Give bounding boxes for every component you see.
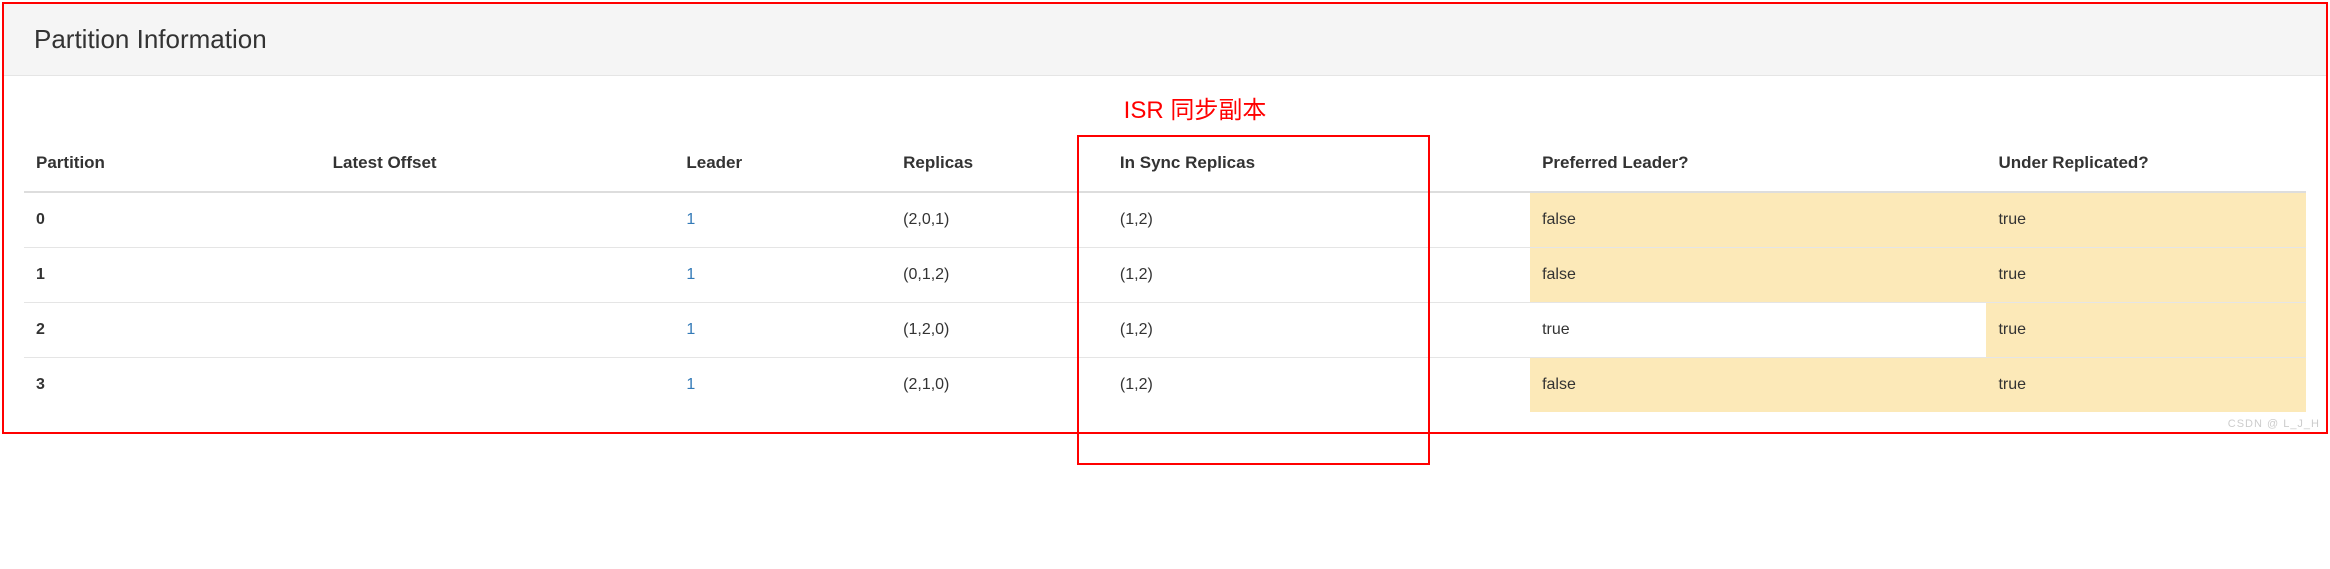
leader-link[interactable]: 1 — [686, 321, 695, 338]
cell-under-replicated: true — [1986, 358, 2306, 413]
cell-partition: 1 — [24, 248, 321, 303]
cell-isr: (1,2) — [1108, 358, 1530, 413]
cell-isr: (1,2) — [1108, 192, 1530, 248]
table-row: 0 1 (2,0,1)(1,2)falsetrue — [24, 192, 2306, 248]
col-header-preferred[interactable]: Preferred Leader? — [1530, 135, 1986, 192]
table-wrapper: Partition Latest Offset Leader Replicas … — [4, 135, 2326, 412]
cell-leader: 1 — [674, 358, 891, 413]
cell-partition: 3 — [24, 358, 321, 413]
cell-under-replicated: true — [1986, 303, 2306, 358]
cell-latest-offset — [321, 192, 675, 248]
cell-preferred-leader: false — [1530, 358, 1986, 413]
outer-red-border: Partition Information ISR 同步副本 Partition… — [2, 2, 2328, 434]
table-row: 1 1 (0,1,2)(1,2)falsetrue — [24, 248, 2306, 303]
col-header-replicas[interactable]: Replicas — [891, 135, 1108, 192]
leader-link[interactable]: 1 — [686, 266, 695, 283]
cell-latest-offset — [321, 303, 675, 358]
panel-title: Partition Information — [34, 24, 2296, 55]
cell-preferred-leader: true — [1530, 303, 1986, 358]
cell-latest-offset — [321, 358, 675, 413]
cell-replicas: (0,1,2) — [891, 248, 1108, 303]
cell-replicas: (1,2,0) — [891, 303, 1108, 358]
col-header-partition[interactable]: Partition — [24, 135, 321, 192]
col-header-offset[interactable]: Latest Offset — [321, 135, 675, 192]
cell-latest-offset — [321, 248, 675, 303]
cell-replicas: (2,0,1) — [891, 192, 1108, 248]
cell-under-replicated: true — [1986, 248, 2306, 303]
watermark: CSDN @ L_J_H — [2228, 418, 2320, 430]
col-header-isr[interactable]: In Sync Replicas — [1108, 135, 1530, 192]
cell-isr: (1,2) — [1108, 248, 1530, 303]
cell-under-replicated: true — [1986, 192, 2306, 248]
panel-header: Partition Information — [4, 4, 2326, 76]
partition-table: Partition Latest Offset Leader Replicas … — [24, 135, 2306, 412]
cell-partition: 0 — [24, 192, 321, 248]
cell-isr: (1,2) — [1108, 303, 1530, 358]
table-body: 01(2,0,1)(1,2)falsetrue11(0,1,2)(1,2)fal… — [24, 192, 2306, 412]
cell-preferred-leader: false — [1530, 192, 1986, 248]
cell-leader: 1 — [674, 303, 891, 358]
col-header-under[interactable]: Under Replicated? — [1986, 135, 2306, 192]
table-row: 21(1,2,0)(1,2)truetrue — [24, 303, 2306, 358]
table-row: 3 1 (2,1,0)(1,2)falsetrue — [24, 358, 2306, 413]
cell-leader: 1 — [674, 248, 891, 303]
leader-link[interactable]: 1 — [686, 211, 695, 228]
isr-annotation: ISR 同步副本 — [64, 76, 2326, 135]
col-header-leader[interactable]: Leader — [674, 135, 891, 192]
cell-replicas: (2,1,0) — [891, 358, 1108, 413]
cell-partition: 2 — [24, 303, 321, 358]
leader-link[interactable]: 1 — [686, 376, 695, 393]
cell-preferred-leader: false — [1530, 248, 1986, 303]
table-header-row: Partition Latest Offset Leader Replicas … — [24, 135, 2306, 192]
cell-leader: 1 — [674, 192, 891, 248]
